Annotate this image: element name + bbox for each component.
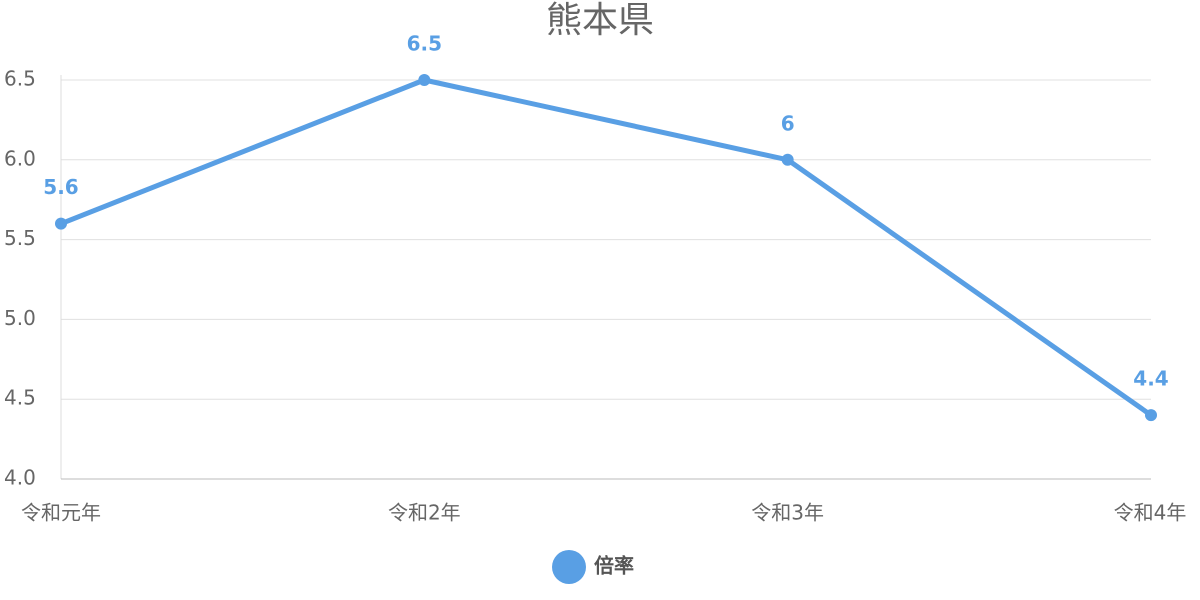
y-tick-label: 6.5 [4,67,36,91]
x-tick-label: 令和3年 [751,501,824,525]
y-tick-label: 4.0 [4,466,36,490]
point [1145,409,1157,422]
data-label: 6.5 [407,32,442,56]
x-tick-label: 令和元年 [21,501,101,525]
line [60,77,1153,418]
data-label: 4.4 [1133,367,1168,391]
point [55,217,67,230]
y-tick-label: 4.5 [4,386,36,410]
point [418,74,431,86]
y-tick-label: 5.0 [4,306,36,330]
x-tick-label: 令和2年 [388,501,461,525]
y-tick-label: 6.0 [4,146,36,170]
legend-marker [552,550,586,584]
x-tick-label: 令和4年 [1114,501,1187,525]
data-label: 5.6 [43,175,78,199]
y-tick-label: 5.5 [4,226,36,250]
point [781,153,794,166]
legend-label: 倍率 [594,554,634,578]
data-label: 6 [781,111,795,135]
chart-title: 熊本県 [546,0,654,41]
